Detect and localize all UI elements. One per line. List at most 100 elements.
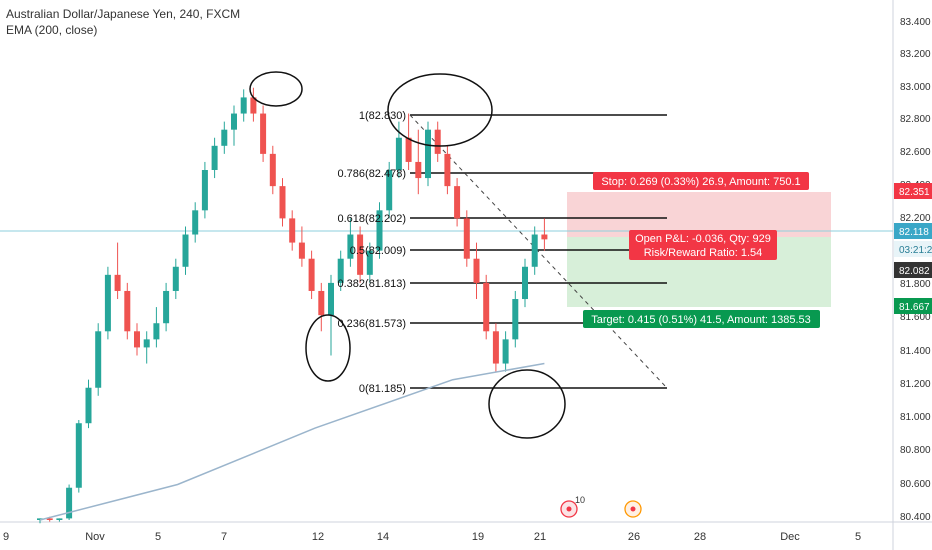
countdown-badge: [894, 241, 932, 257]
pnl-label-box: [629, 230, 777, 260]
time-tick: 26: [628, 531, 640, 543]
fib-label: 0.618(82.202): [338, 213, 407, 225]
target-label-box: [583, 310, 820, 328]
target-price-badge: [894, 298, 932, 314]
price-tick: 82.200: [900, 213, 931, 224]
candle-body: [366, 250, 373, 275]
candle-body: [395, 137, 402, 170]
candle-body: [240, 97, 247, 114]
fib-retracement[interactable]: [409, 114, 668, 389]
time-tick: 21: [534, 531, 546, 543]
annotation-circle-top-left: [249, 71, 303, 107]
candle-body: [522, 266, 528, 300]
candle-body: [541, 234, 548, 240]
symbol-title[interactable]: Australian Dollar/Japanese Yen, 240, FXC…: [6, 7, 241, 21]
candle-body: [182, 234, 189, 267]
candle-body: [502, 339, 509, 364]
time-tick: Dec: [780, 531, 800, 543]
candle-body: [192, 210, 199, 235]
candle-body: [104, 274, 111, 332]
time-axis-ticks: 9 Nov 5 7 12 14 19 21 26 28 Dec 5: [3, 531, 861, 543]
risk-reward-label: Risk/Reward Ratio: 1.54: [644, 247, 763, 259]
candle-body: [415, 161, 422, 179]
stop-price-text: 82.351: [899, 187, 930, 198]
candle-body: [114, 274, 121, 291]
price-tick: 82.800: [900, 114, 931, 125]
time-tick: 5: [855, 531, 861, 543]
price-tick: 83.000: [900, 82, 931, 93]
candle-body: [221, 129, 228, 146]
annotation-circle-top-mid: [387, 73, 493, 147]
stop-price-badge: [894, 183, 932, 199]
candle-body: [260, 113, 267, 154]
candle-body: [444, 153, 451, 187]
price-tick: 80.800: [900, 445, 931, 456]
fib-labels: 1(82.830) 0.786(82.478) 0.618(82.202) 0.…: [338, 110, 407, 395]
candle-body: [66, 487, 73, 519]
time-tick: 9: [3, 531, 9, 543]
candle-body: [95, 331, 102, 388]
stop-label: Stop: 0.269 (0.33%) 26.9, Amount: 750.1: [601, 176, 800, 188]
fib-label: 0(81.185): [359, 383, 406, 395]
hand-drawn-annotations: [249, 71, 566, 439]
candle-body: [46, 518, 53, 520]
candle-body: [357, 234, 364, 275]
candle-body: [386, 170, 393, 211]
candle-body: [231, 113, 237, 130]
candles-group: [37, 87, 548, 524]
ema-price-badge: [894, 262, 932, 278]
candle-body: [37, 518, 43, 520]
candle-body: [483, 282, 490, 332]
candle-body: [512, 299, 519, 340]
time-tick: 12: [312, 531, 324, 543]
pnl-label: Open P&L: -0.036, Qty: 929: [635, 233, 771, 245]
price-tick: 80.600: [900, 479, 931, 490]
price-tick: 81.400: [900, 346, 931, 357]
ema-price-text: 82.082: [899, 266, 930, 277]
candle-body: [269, 153, 276, 187]
candle-body: [328, 282, 334, 316]
candle-body: [172, 266, 179, 291]
time-tick: Nov: [85, 531, 105, 543]
candle-body: [425, 129, 431, 179]
candle-body: [434, 129, 441, 154]
chart-legend: Australian Dollar/Japanese Yen, 240, FXC…: [6, 6, 240, 38]
candle-body: [318, 290, 325, 316]
candle-body: [75, 423, 82, 488]
time-tick: 19: [472, 531, 484, 543]
candle-body: [347, 234, 354, 259]
countdown-text: 03:21:27: [899, 245, 932, 256]
candle-body: [163, 290, 170, 324]
annotation-circle-bottom: [488, 369, 566, 439]
price-tick: 81.600: [900, 312, 931, 323]
fib-label: 0.382(81.813): [338, 278, 407, 290]
current-price-text: 82.118: [899, 227, 929, 238]
candle-body: [211, 145, 218, 170]
candle-body: [473, 258, 480, 283]
candle-body: [289, 218, 296, 243]
candle-body: [134, 331, 140, 348]
candle-body: [492, 331, 499, 364]
target-price-text: 81.667: [899, 302, 930, 313]
candle-body: [250, 97, 257, 114]
indicator-title[interactable]: EMA (200, close): [6, 23, 98, 37]
time-tick: 14: [377, 531, 389, 543]
event-count: 10: [575, 495, 585, 505]
price-tick: 81.200: [900, 379, 931, 390]
stop-label-box: [593, 172, 809, 190]
candle-body: [56, 518, 63, 520]
candle-body: [405, 137, 412, 162]
stop-loss-zone[interactable]: [567, 192, 831, 237]
current-price-badge: [894, 223, 932, 239]
ema-line: [39, 362, 545, 521]
fib-label: 1(82.830): [359, 110, 406, 122]
fib-label: 0.786(82.478): [338, 168, 407, 180]
fib-label: 0.236(81.573): [338, 318, 407, 330]
price-tick: 83.200: [900, 49, 931, 60]
candle-body: [153, 323, 160, 340]
event-markers[interactable]: 10: [560, 495, 642, 518]
target-label: Target: 0.415 (0.51%) 41.5, Amount: 1385…: [591, 314, 811, 326]
candle-body: [531, 234, 538, 267]
